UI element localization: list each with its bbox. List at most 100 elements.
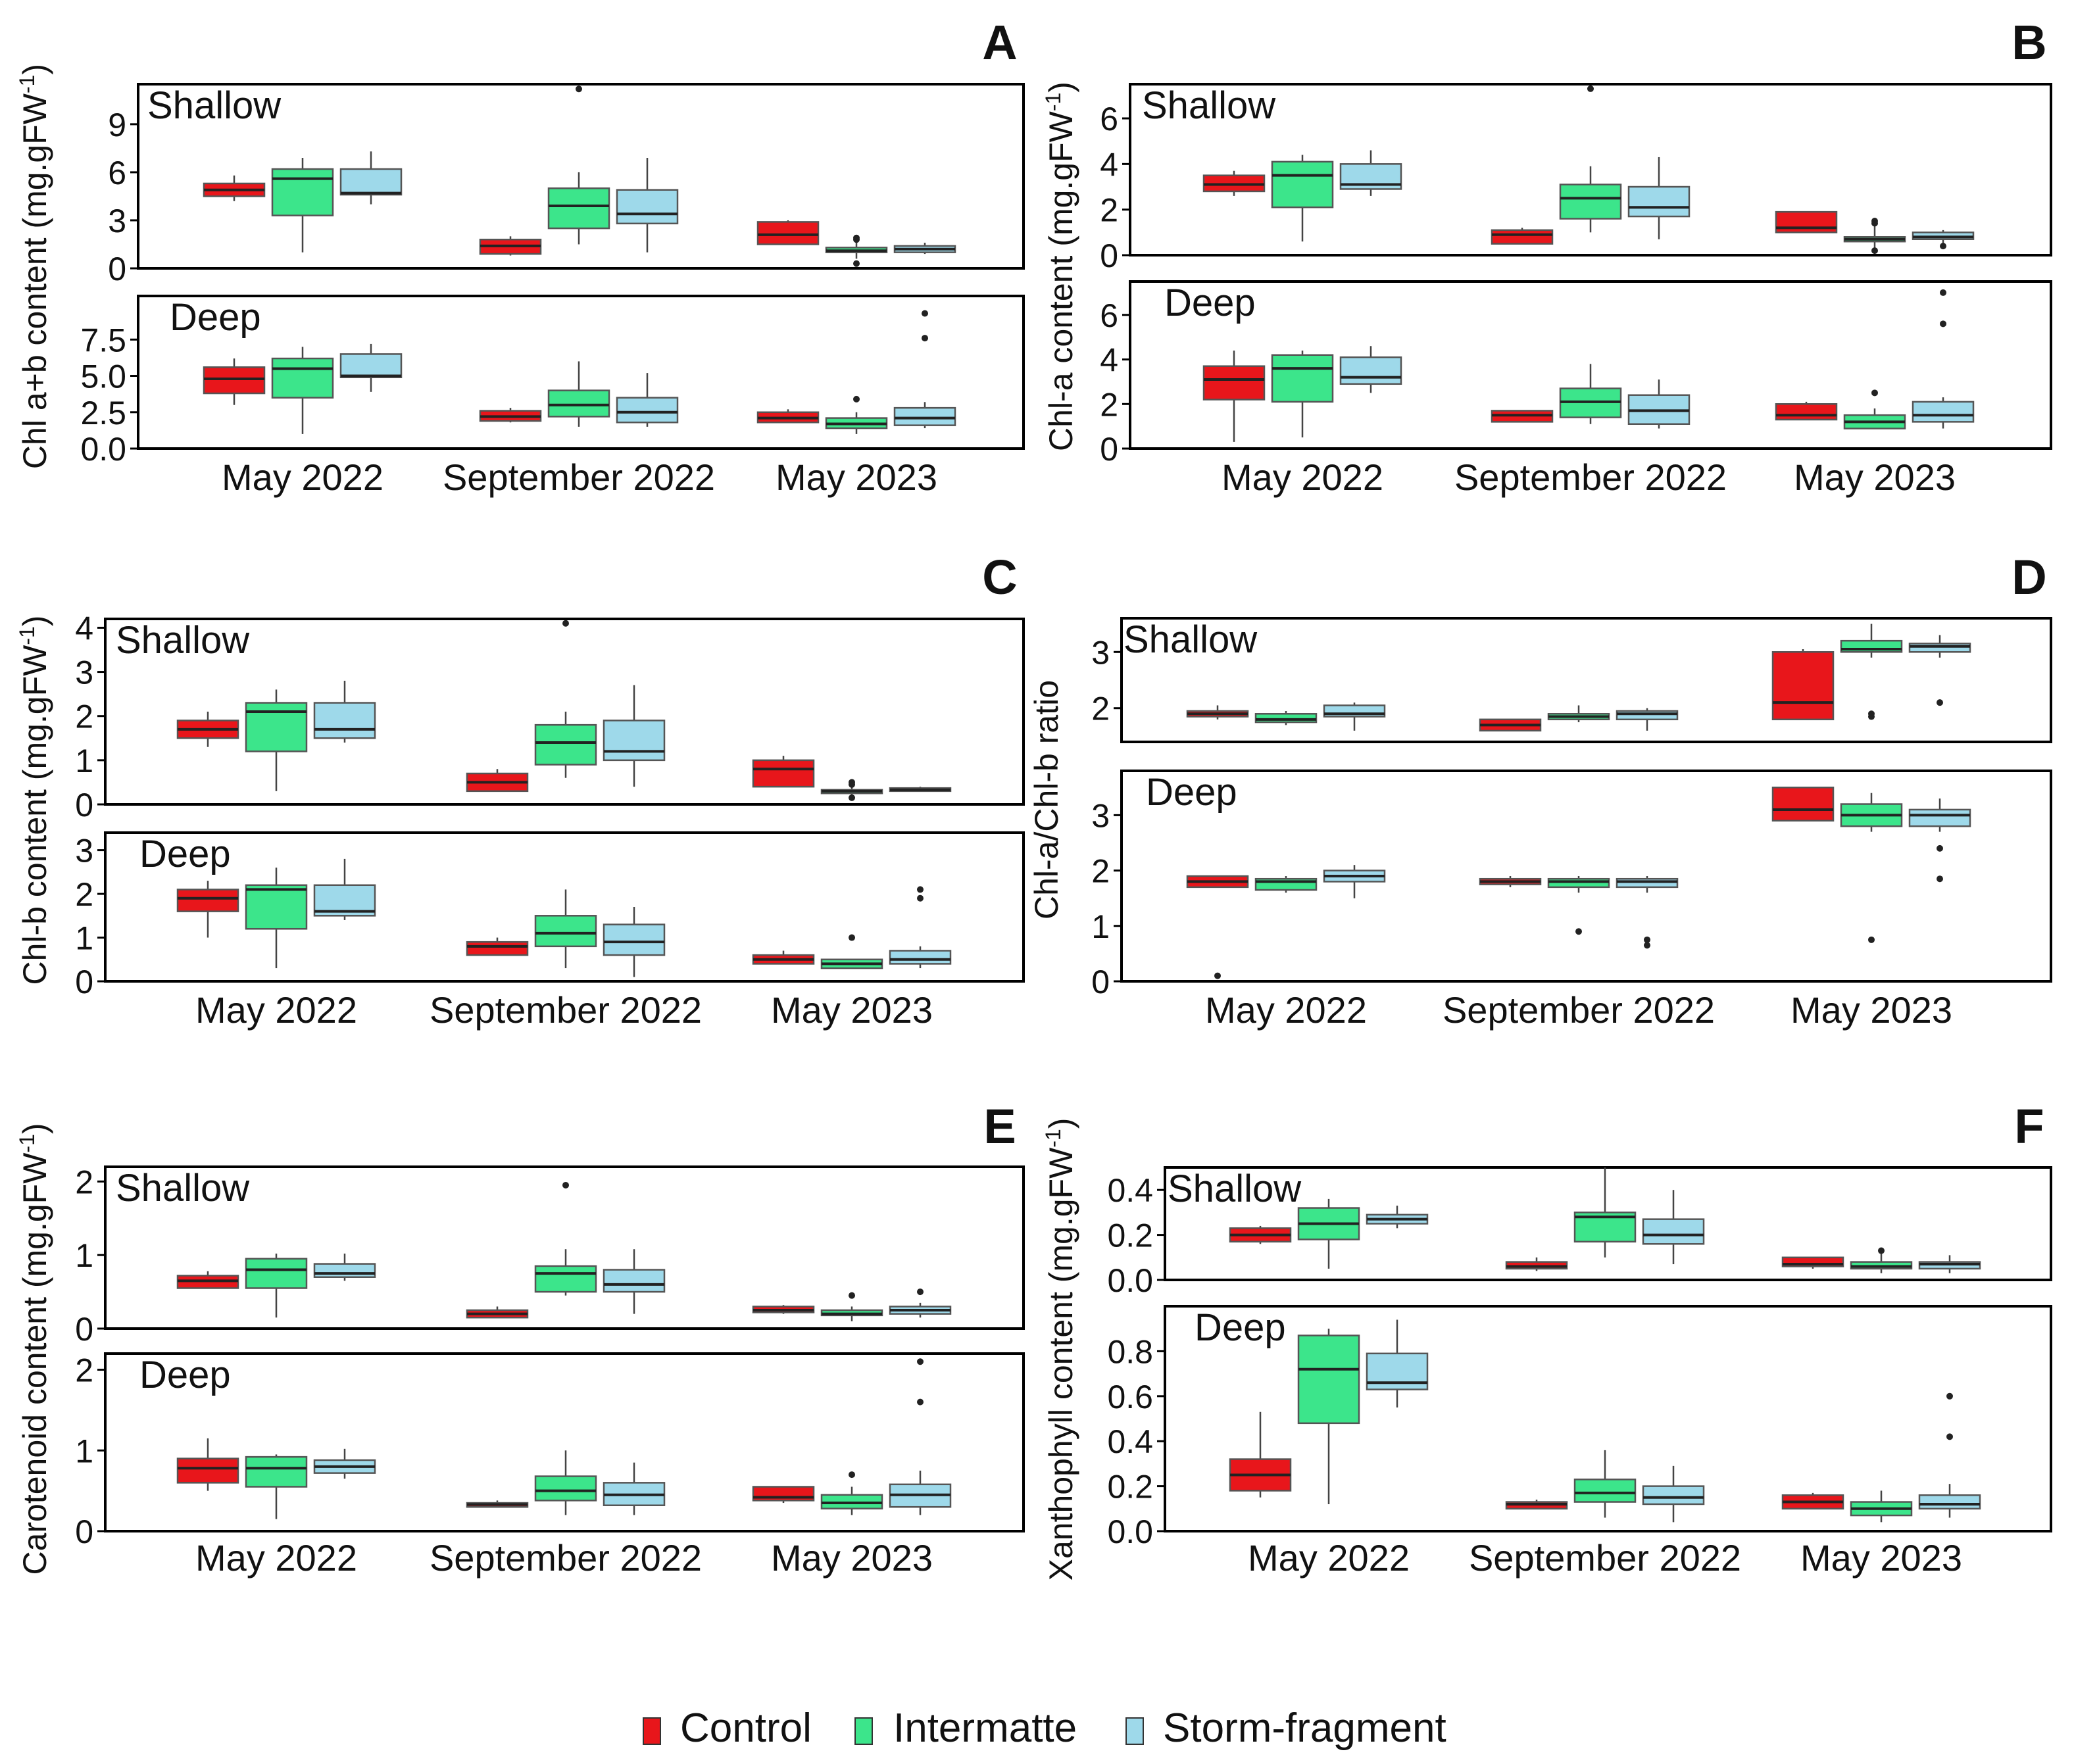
box-intermatte <box>1547 705 1610 723</box>
box-intermatte <box>1271 350 1334 438</box>
y-tick-label: 0.2 <box>1107 1469 1153 1506</box>
box-control <box>1781 1256 1844 1269</box>
box-intermatte <box>271 158 334 253</box>
x-category-label: September 2022 <box>430 1537 702 1579</box>
box-control <box>203 175 266 201</box>
y-tick-label: 2 <box>1091 853 1110 890</box>
panel-frame <box>1164 1305 2052 1532</box>
box-iqr <box>547 187 610 230</box>
box-control <box>1775 210 1838 233</box>
box-control <box>466 1500 529 1508</box>
panel-frame <box>1120 770 2052 983</box>
y-tick-label: 3 <box>1091 634 1110 671</box>
y-tick-label: 5.0 <box>80 358 126 395</box>
x-category-label: September 2022 <box>443 456 715 498</box>
box-iqr <box>1616 710 1679 721</box>
box-iqr <box>1912 401 1975 423</box>
panel-frame <box>104 618 1025 806</box>
chart-letter: A <box>982 15 1017 70</box>
box-intermatte <box>271 347 334 434</box>
box-iqr <box>603 720 666 762</box>
box-control <box>752 1486 815 1504</box>
box-iqr <box>313 1263 376 1278</box>
y-tick-label: 2.5 <box>80 395 126 431</box>
box-storm-fragment <box>1912 230 1975 250</box>
panel-frame <box>104 1352 1025 1532</box>
outlier-point <box>917 1288 924 1296</box>
box-intermatte <box>547 361 610 427</box>
box-iqr <box>889 950 952 965</box>
outlier-point <box>853 395 860 403</box>
outlier-point <box>1575 928 1582 935</box>
box-intermatte <box>1254 876 1318 893</box>
box-storm-fragment <box>893 310 956 429</box>
box-storm-fragment <box>1912 289 1975 429</box>
y-tick-label: 0 <box>75 1513 93 1550</box>
box-intermatte <box>245 868 308 969</box>
outlier-point <box>922 310 928 317</box>
outlier-point <box>1937 845 1943 852</box>
box-control <box>752 756 815 788</box>
box-iqr <box>603 1269 666 1293</box>
box-intermatte <box>820 934 883 969</box>
box-iqr <box>466 941 529 956</box>
panel-frame <box>137 295 1025 450</box>
box-iqr <box>339 353 403 378</box>
panel-label: Shallow <box>1123 618 1258 661</box>
panel-label: Deep <box>1164 282 1256 324</box>
y-axis-label: Xanthophyll content (mg.gFW-1) <box>1041 1118 1079 1581</box>
outlier-point <box>576 86 582 93</box>
box-intermatte <box>547 86 610 245</box>
y-tick-label: 3 <box>75 833 93 870</box>
y-tick-label: 1 <box>1091 908 1110 945</box>
outlier-point <box>1878 1247 1885 1254</box>
outlier-point <box>922 335 928 342</box>
box-storm-fragment <box>889 1288 952 1318</box>
box-control <box>176 1438 239 1491</box>
box-intermatte <box>1850 1490 1913 1523</box>
outlier-point <box>1940 320 1946 328</box>
y-tick-label: 2 <box>75 1164 93 1200</box>
x-category-label: May 2023 <box>771 989 933 1031</box>
outlier-point <box>853 260 860 267</box>
box-iqr <box>616 397 679 424</box>
box-intermatte <box>245 689 308 791</box>
panel-label: Shallow <box>116 1167 250 1210</box>
box-iqr <box>245 1258 308 1289</box>
box-control <box>1202 350 1266 442</box>
box-intermatte <box>1850 1247 1913 1273</box>
box-iqr <box>1627 185 1691 218</box>
y-tick-label: 4 <box>1100 146 1118 183</box>
box-storm-fragment <box>1918 1392 1981 1518</box>
y-tick-label: 0 <box>75 787 93 823</box>
x-category-label: May 2023 <box>771 1537 933 1579</box>
y-tick-label: 1 <box>75 743 93 779</box>
panel-shallow: 0 2 4 6 Shallow <box>1100 83 2052 274</box>
box-control <box>203 358 266 405</box>
box-intermatte <box>1573 1450 1637 1518</box>
box-storm-fragment <box>339 343 403 392</box>
box-iqr <box>1642 1218 1705 1245</box>
panel-label: Shallow <box>116 619 250 662</box>
y-axis-label: Chl a+b content (mg.gFW-1) <box>15 64 53 469</box>
outlier-point <box>1940 289 1946 296</box>
box-control <box>466 1306 529 1319</box>
y-tick-label: 4 <box>75 610 93 647</box>
box-intermatte <box>1271 155 1334 242</box>
x-category-label: September 2022 <box>1443 989 1715 1031</box>
box-iqr <box>893 406 956 426</box>
box-control <box>176 712 239 747</box>
box-iqr <box>1771 787 1835 822</box>
outlier-point <box>917 1398 924 1406</box>
box-storm-fragment <box>313 1448 376 1479</box>
box-control <box>1479 718 1542 732</box>
outlier-point <box>853 234 860 241</box>
box-control <box>1229 1411 1292 1498</box>
panel-frame <box>104 831 1025 983</box>
box-storm-fragment <box>313 858 376 920</box>
box-iqr <box>271 168 334 216</box>
box-control <box>1775 401 1838 421</box>
panel-shallow: 0 1 2 3 4 Shallow <box>75 610 1025 823</box>
y-tick-label: 2 <box>75 1352 93 1389</box>
